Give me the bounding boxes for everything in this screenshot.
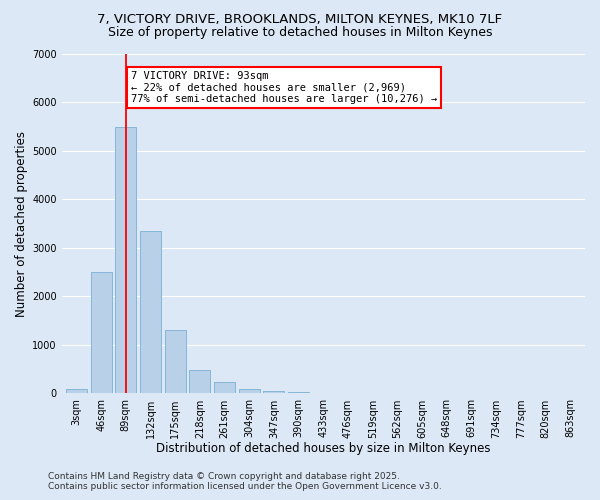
Bar: [239, 388, 260, 394]
Bar: [214, 382, 235, 394]
Text: Size of property relative to detached houses in Milton Keynes: Size of property relative to detached ho…: [108, 26, 492, 39]
Bar: [115, 126, 136, 394]
Bar: [263, 390, 284, 394]
Text: 7, VICTORY DRIVE, BROOKLANDS, MILTON KEYNES, MK10 7LF: 7, VICTORY DRIVE, BROOKLANDS, MILTON KEY…: [97, 12, 503, 26]
Bar: [165, 330, 186, 394]
Bar: [140, 231, 161, 394]
Text: 7 VICTORY DRIVE: 93sqm
← 22% of detached houses are smaller (2,969)
77% of semi-: 7 VICTORY DRIVE: 93sqm ← 22% of detached…: [131, 71, 437, 104]
Bar: [91, 272, 112, 394]
Bar: [66, 388, 87, 394]
X-axis label: Distribution of detached houses by size in Milton Keynes: Distribution of detached houses by size …: [156, 442, 491, 455]
Bar: [288, 392, 309, 394]
Bar: [190, 370, 211, 394]
Y-axis label: Number of detached properties: Number of detached properties: [15, 130, 28, 316]
Text: Contains HM Land Registry data © Crown copyright and database right 2025.
Contai: Contains HM Land Registry data © Crown c…: [48, 472, 442, 491]
